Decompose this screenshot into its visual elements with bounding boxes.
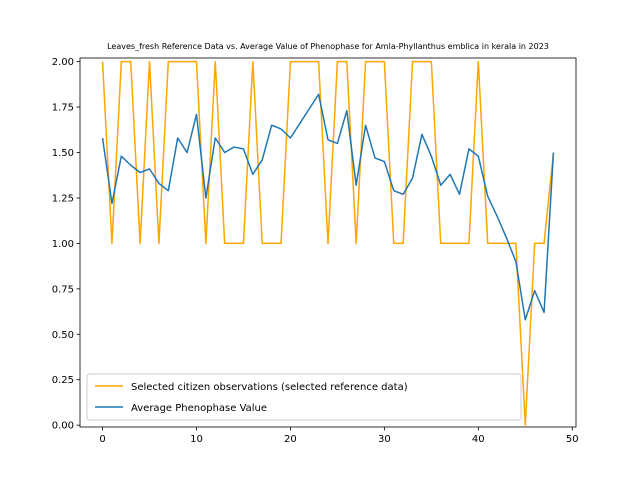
legend-label-1: Selected citizen observations (selected … xyxy=(131,382,408,393)
axis-ticks: 0 10 20 30 40 50 0.00 0.25 0.50 0.75 1.00 1.25 1.50 1… xyxy=(52,57,579,445)
legend-label-2: Average Phenophase Value xyxy=(131,403,267,414)
series-line-2 xyxy=(101,93,555,321)
plot-lines xyxy=(101,60,555,426)
y-tick-label: 0.50 xyxy=(52,330,74,341)
y-tick-label: 1.75 xyxy=(52,103,74,114)
y-tick-label: 0.00 xyxy=(52,421,74,432)
x-tick-label: 10 xyxy=(190,434,203,445)
chart-title: Leaves_fresh Reference Data vs. Average … xyxy=(107,42,549,51)
x-tick-label: 0 xyxy=(99,434,105,445)
y-tick-label: 2.00 xyxy=(52,57,74,68)
y-tick-label: 1.00 xyxy=(52,239,74,250)
legend: Selected citizen observations (selected … xyxy=(86,373,522,421)
x-tick-label: 40 xyxy=(472,434,485,445)
legend-box xyxy=(86,373,522,421)
x-tick-label: 30 xyxy=(378,434,391,445)
series-line-1 xyxy=(101,60,555,426)
y-tick-label: 0.25 xyxy=(52,375,74,386)
x-tick-label: 20 xyxy=(284,434,297,445)
x-tick-label: 50 xyxy=(566,434,579,445)
y-tick-label: 0.75 xyxy=(52,284,74,295)
y-tick-label: 1.50 xyxy=(52,148,74,159)
plot-area-frame xyxy=(79,57,577,428)
y-tick-label: 1.25 xyxy=(52,193,74,204)
